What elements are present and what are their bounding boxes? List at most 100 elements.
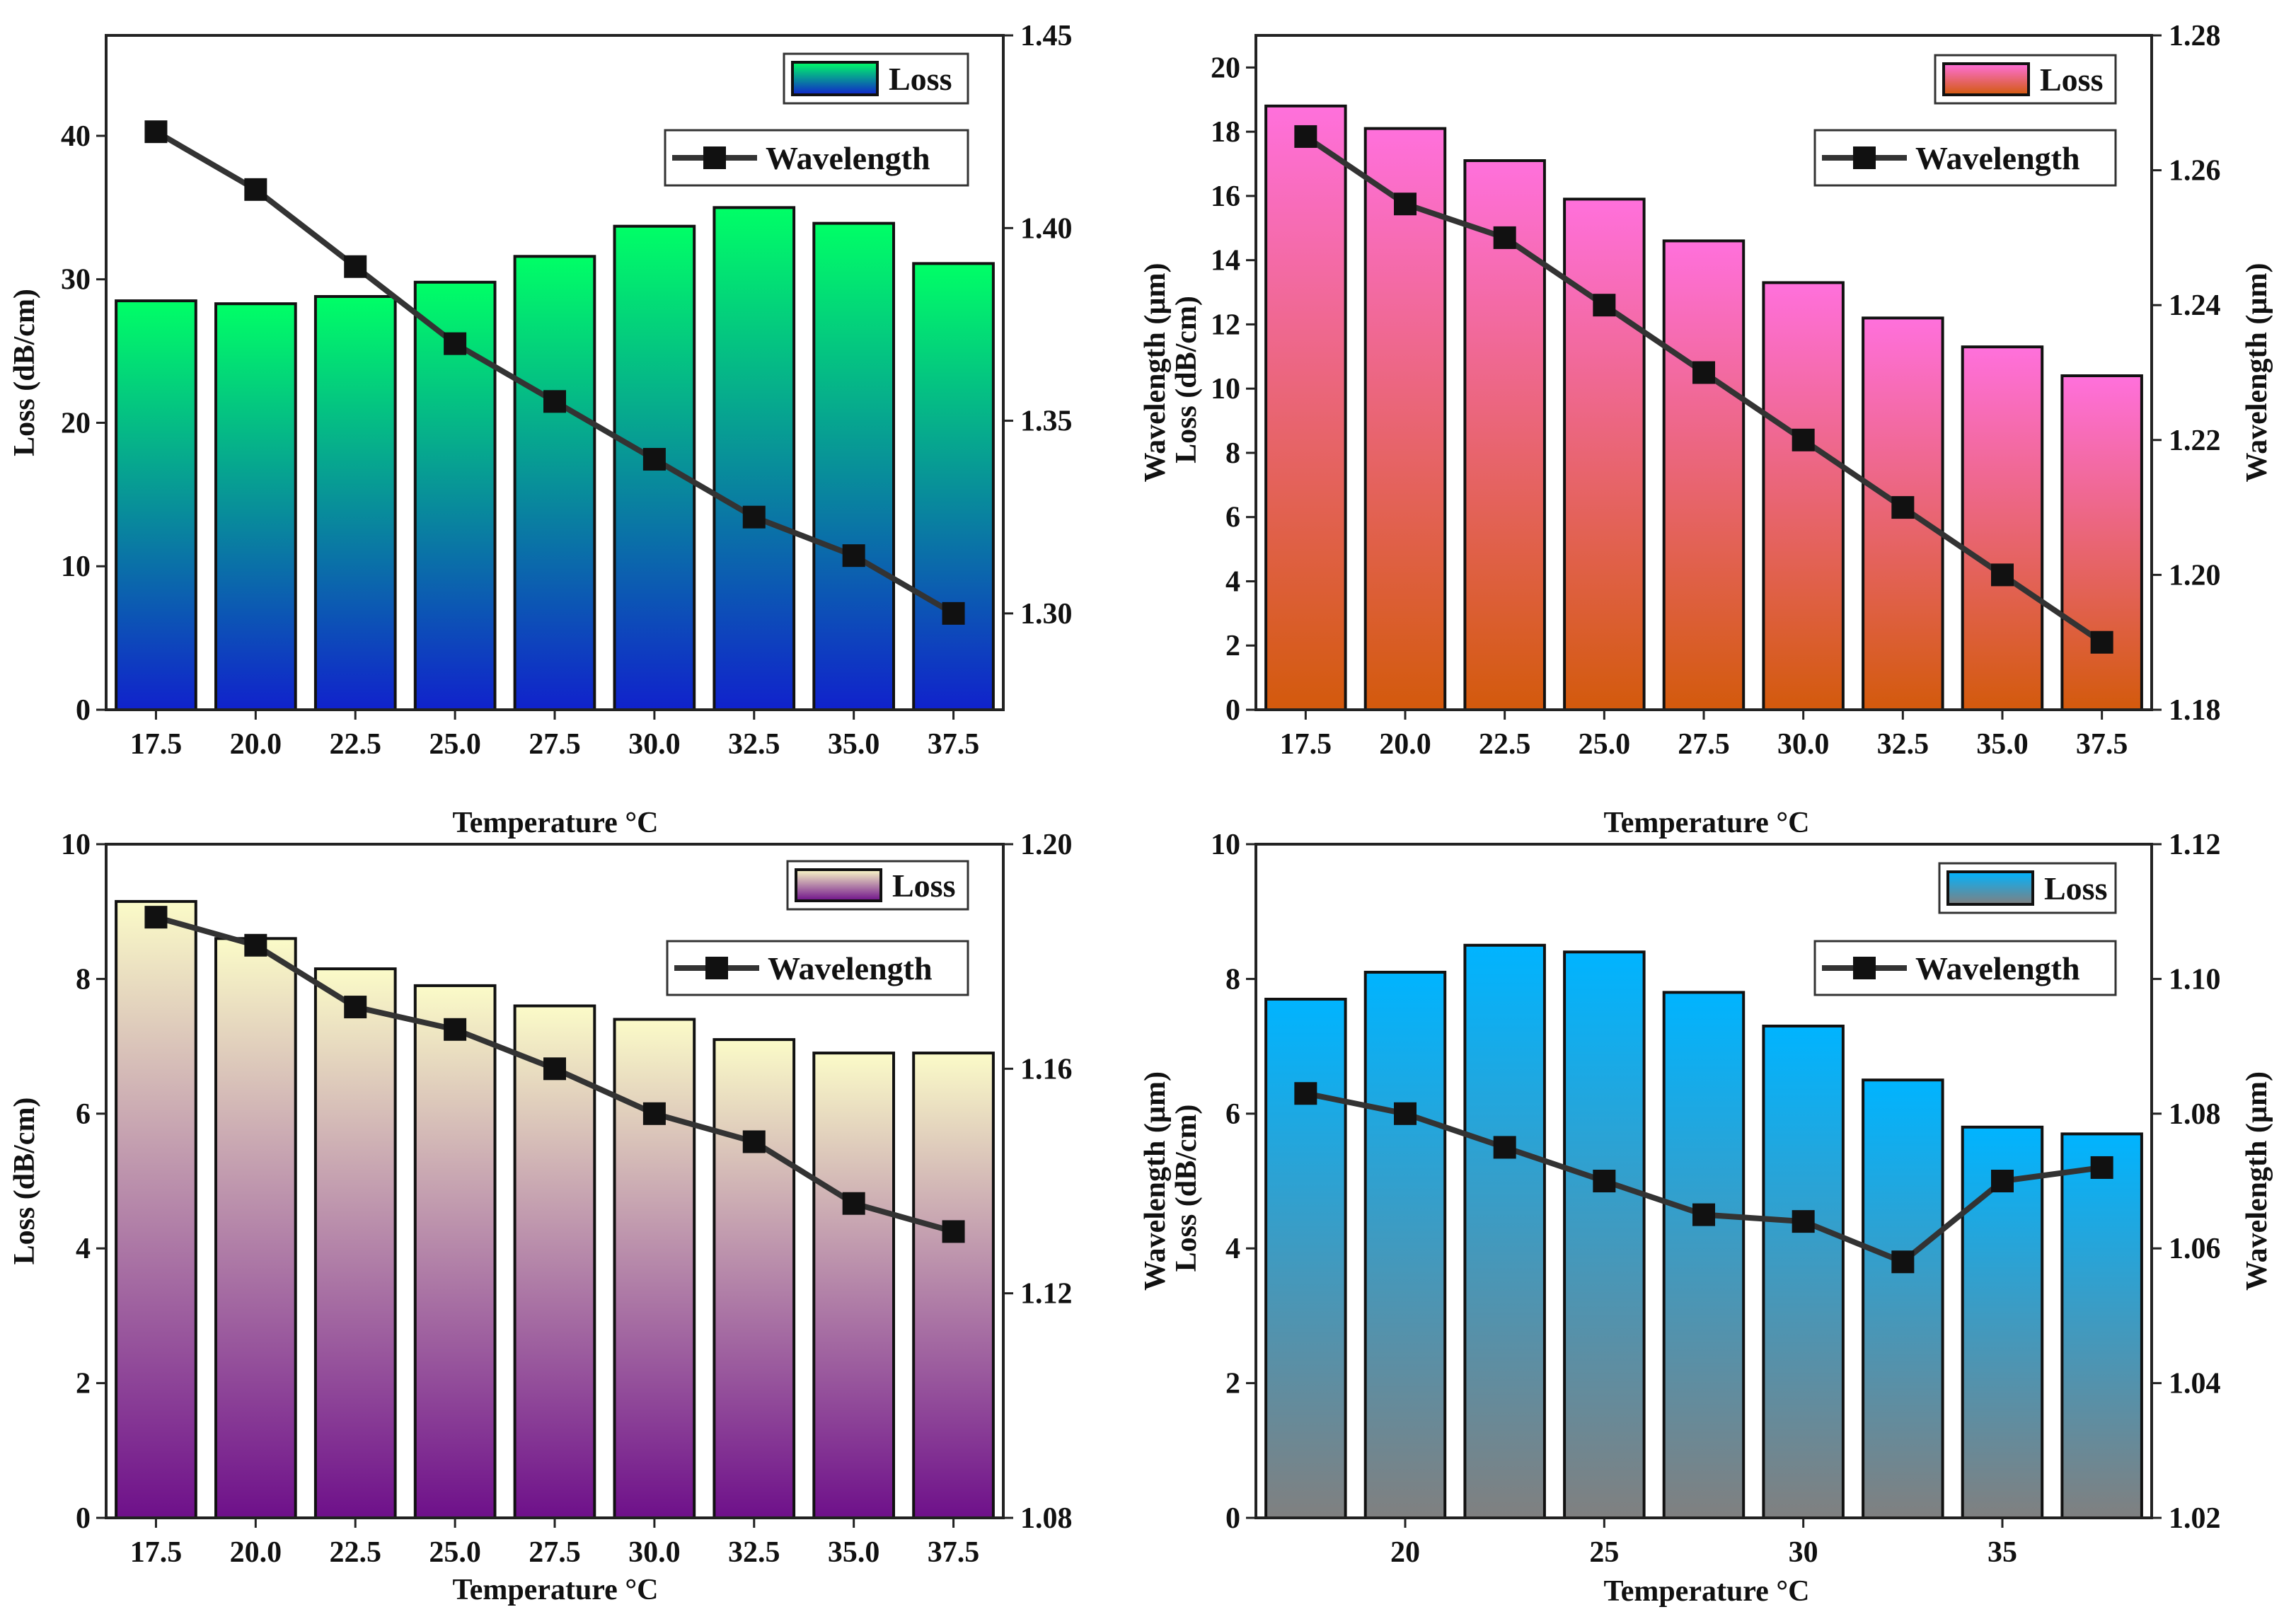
- x-tick-label: 30.0: [1777, 728, 1830, 761]
- y2-tick-label: 1.08: [1020, 1502, 1073, 1535]
- wavelength-point: [1394, 1102, 1417, 1125]
- loss-bar: [1961, 345, 2044, 711]
- y-tick-label: 8: [1225, 437, 1240, 470]
- x-tick-label: 17.5: [130, 728, 183, 761]
- legend-wavelength-label: Wavelength: [1915, 950, 2080, 986]
- loss-bar: [313, 295, 397, 711]
- y-tick-label: 4: [1225, 565, 1240, 598]
- y-tick-label: 40: [61, 120, 91, 153]
- wavelength-point: [642, 448, 666, 471]
- wavelength-point: [942, 601, 965, 625]
- y-axis-label: Wavelength (µm): [1139, 1071, 1172, 1291]
- y-tick-label: 20: [1211, 52, 1240, 84]
- x-tick-label: 17.5: [1280, 728, 1332, 761]
- y2-tick-label: 1.12: [2169, 829, 2221, 861]
- loss-bar: [115, 299, 197, 712]
- x-axis-label: Temperature °C: [453, 1574, 659, 1606]
- wavelength-point: [842, 1192, 865, 1215]
- wavelength-point: [1394, 192, 1417, 216]
- loss-bar: [912, 1052, 995, 1519]
- loss-bar: [313, 967, 397, 1519]
- legend-loss-label: Loss: [892, 868, 955, 904]
- wavelength-point: [1991, 563, 2014, 587]
- legend-wavelength-label: Wavelength: [1915, 140, 2080, 176]
- loss-bar: [1862, 316, 1944, 711]
- y-tick-label: 6: [1225, 502, 1240, 534]
- wavelength-point: [244, 933, 267, 957]
- x-tick-label: 27.5: [1678, 728, 1730, 761]
- y-tick-label: 0: [76, 694, 91, 727]
- wavelength-point: [742, 505, 766, 529]
- loss-bar: [1363, 970, 1447, 1519]
- y2-tick-label: 1.35: [1020, 405, 1073, 438]
- loss-bar: [1662, 991, 1746, 1519]
- loss-bar: [1762, 281, 1845, 711]
- y-tick-label: 0: [1225, 694, 1240, 727]
- wavelength-point: [1891, 496, 1915, 519]
- wavelength-point: [742, 1130, 766, 1153]
- legend-loss-label: Loss: [2040, 62, 2103, 98]
- y-tick-label: 10: [61, 551, 91, 583]
- x-tick-label: 37.5: [2076, 728, 2128, 761]
- y-tick-label: 10: [61, 829, 91, 861]
- legend-loss-swatch: [1946, 870, 2034, 906]
- y-tick-label: 0: [76, 1502, 91, 1535]
- y2-tick-label: 1.02: [2169, 1502, 2221, 1535]
- loss-bar: [1563, 197, 1646, 711]
- x-tick-label: 25.0: [1579, 728, 1631, 761]
- y-tick-label: 2: [1225, 630, 1240, 662]
- y-tick-label: 12: [1211, 309, 1240, 341]
- y2-tick-label: 1.24: [2169, 289, 2221, 322]
- y-tick-label: 30: [61, 264, 91, 296]
- y2-tick-label: 1.10: [2169, 963, 2221, 996]
- loss-bar: [1264, 104, 1347, 712]
- loss-bar: [1762, 1025, 1845, 1519]
- x-tick-label: 20.0: [1379, 728, 1431, 761]
- wavelength-point: [144, 906, 168, 929]
- chart-panel-bottom-left: 0 2 4 6 8 10 1.08 1.12 1.16 1.20 17.5 20.0 22.5 25.0 2…: [8, 829, 1073, 1606]
- wavelength-point: [1792, 428, 1815, 451]
- y2-tick-label: 1.20: [2169, 559, 2221, 592]
- wavelength-point: [1493, 226, 1516, 249]
- x-tick-label: 25: [1589, 1536, 1619, 1569]
- legend-loss-swatch: [1942, 62, 2030, 96]
- y-tick-label: 16: [1211, 180, 1240, 213]
- y2-tick-label: 1.40: [1020, 212, 1073, 245]
- y2-tick-label: 1.04: [2169, 1368, 2221, 1400]
- loss-bar: [713, 1038, 796, 1519]
- wavelength-point: [344, 255, 367, 278]
- legend-wavelength-marker: [705, 957, 728, 979]
- x-tick-label: 32.5: [728, 728, 780, 761]
- x-tick-label: 22.5: [329, 1536, 381, 1569]
- x-tick-label: 30.0: [628, 728, 681, 761]
- wavelength-point: [842, 544, 865, 568]
- x-tick-label: 25.0: [429, 728, 481, 761]
- y-axis-label: Loss (dB/cm): [8, 1098, 41, 1265]
- x-axis-label: Temperature °C: [1604, 807, 1810, 839]
- chart-panel-bottom-right: 0 2 4 6 8 10 1.02 1.04 1.06 1.08 1.10 1.12 20 25 30 35 W…: [1139, 829, 2273, 1608]
- wavelength-point: [1294, 125, 1317, 148]
- loss-bar: [1363, 127, 1447, 712]
- x-tick-label: 27.5: [529, 728, 581, 761]
- y2-tick-label: 1.16: [1020, 1053, 1073, 1085]
- loss-bar: [1862, 1078, 1944, 1519]
- plot-frame: [1254, 843, 2153, 1519]
- y-tick-label: 8: [76, 963, 91, 996]
- y-tick-label: 6: [1225, 1098, 1240, 1131]
- x-tick-label: 35.0: [828, 1536, 880, 1569]
- y2-tick-label: 1.08: [2169, 1098, 2221, 1131]
- wavelength-point: [1294, 1082, 1317, 1105]
- wavelength-point: [1493, 1136, 1516, 1159]
- y-tick-label: 10: [1211, 829, 1240, 861]
- x-tick-label: 20.0: [230, 1536, 282, 1569]
- x-tick-label: 22.5: [1479, 728, 1531, 761]
- loss-bar: [214, 937, 297, 1520]
- y2-axis-label: Wavelength (µm): [2241, 263, 2273, 483]
- y-tick-label: 18: [1211, 116, 1240, 149]
- legend-loss-label: Loss: [2044, 870, 2107, 906]
- loss-bar: [912, 262, 995, 711]
- legend-wavelength-marker: [703, 146, 726, 169]
- wavelength-point: [244, 178, 267, 201]
- loss-bar: [1563, 950, 1646, 1520]
- legend-loss-label: Loss: [889, 61, 952, 97]
